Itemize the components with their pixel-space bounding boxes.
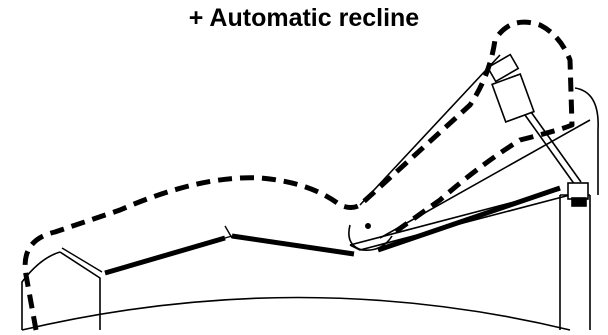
cushion-dashed-outline	[22, 19, 575, 331]
linear-actuator-icon	[486, 53, 589, 207]
chair-base-frame	[21, 189, 591, 331]
hinge-pivot	[348, 54, 501, 252]
inner-contours	[61, 225, 233, 273]
seat-plates	[104, 185, 561, 276]
diagram-title: + Automatic recline	[188, 4, 420, 32]
